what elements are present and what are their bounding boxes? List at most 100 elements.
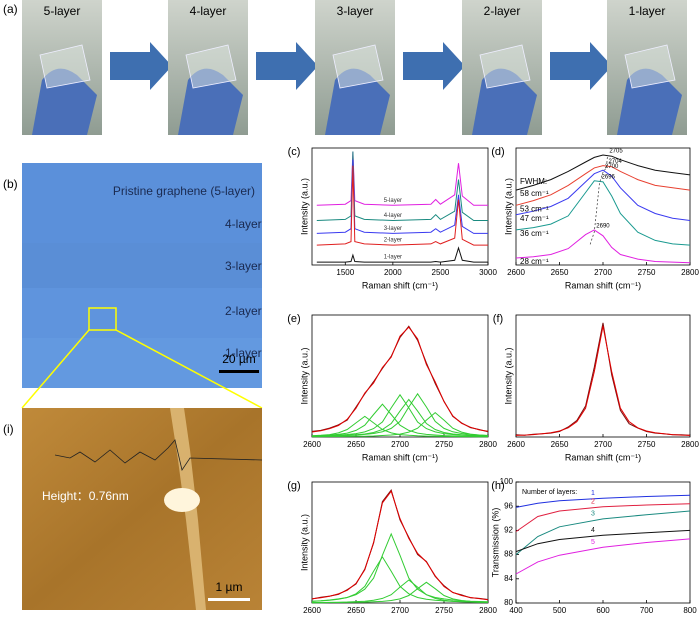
x-tick-label: 2600 bbox=[303, 606, 321, 615]
x-tick-label: 1500 bbox=[336, 268, 354, 277]
x-tick-label: 2700 bbox=[391, 440, 409, 449]
graphene-film bbox=[479, 44, 531, 89]
series-line bbox=[311, 490, 489, 601]
series-line bbox=[515, 180, 691, 246]
x-tick-label: 500 bbox=[553, 606, 567, 615]
peak-trend bbox=[589, 156, 608, 246]
image-title: Pristine graphene (5-layer) bbox=[113, 184, 255, 198]
y-tick-label: 100 bbox=[500, 477, 514, 486]
x-tick-label: 2750 bbox=[435, 606, 453, 615]
photo-label: 2-layer bbox=[484, 4, 521, 18]
graphene-film bbox=[332, 44, 384, 89]
series-line bbox=[515, 510, 691, 555]
arrow bbox=[550, 42, 612, 90]
x-tick-label: 2750 bbox=[435, 440, 453, 449]
peak-label: 2690 bbox=[596, 223, 610, 229]
arrow bbox=[110, 42, 172, 90]
series-label: 4-layer bbox=[384, 213, 402, 219]
scale-bar bbox=[208, 598, 250, 601]
panel-label: (i) bbox=[3, 422, 14, 436]
layer-label: 4-layer bbox=[225, 217, 262, 231]
series-line bbox=[515, 503, 691, 533]
afm-image bbox=[22, 408, 262, 610]
image-band bbox=[22, 243, 262, 288]
x-tick-label: 2500 bbox=[432, 268, 450, 277]
x-tick-label: 3000 bbox=[479, 268, 497, 277]
x-tick-label: 600 bbox=[596, 606, 610, 615]
image-band bbox=[22, 288, 262, 338]
series-line bbox=[515, 165, 691, 206]
x-axis-label: Raman shift (cm⁻¹) bbox=[565, 280, 641, 290]
x-tick-label: 2800 bbox=[681, 440, 699, 449]
y-axis-label: Intensity (a.u.) bbox=[503, 347, 513, 404]
fwhm-label: 58 cm⁻¹ bbox=[520, 189, 549, 198]
scale-bar bbox=[219, 370, 259, 373]
zoom-line bbox=[21, 329, 90, 409]
x-tick-label: 2650 bbox=[551, 440, 569, 449]
x-axis-label: Raman shift (cm⁻¹) bbox=[362, 452, 438, 462]
legend-entry: 2 bbox=[591, 499, 595, 506]
x-tick-label: 2700 bbox=[594, 440, 612, 449]
legend-title: Number of layers: bbox=[522, 489, 577, 496]
legend-entry: 1 bbox=[591, 490, 595, 497]
series-line bbox=[515, 494, 691, 508]
height-profile bbox=[54, 439, 263, 471]
series-line bbox=[311, 403, 489, 437]
x-tick-label: 2800 bbox=[681, 268, 699, 277]
panel-label: (g) bbox=[287, 480, 300, 492]
arrow bbox=[403, 42, 465, 90]
annotation: FWHM: bbox=[520, 177, 547, 186]
y-tick-label: 80 bbox=[504, 598, 513, 607]
series-line bbox=[515, 538, 691, 575]
fwhm-label: 47 cm⁻¹ bbox=[520, 214, 549, 223]
fwhm-label: 53 cm⁻¹ bbox=[520, 204, 549, 213]
legend-entry: 3 bbox=[591, 511, 595, 518]
peak-label: 2700 bbox=[605, 164, 619, 170]
scale-label: 1 µm bbox=[216, 580, 243, 594]
layer-label: 2-layer bbox=[225, 304, 262, 318]
photo-label: 5-layer bbox=[44, 4, 81, 18]
x-tick-label: 2600 bbox=[507, 440, 525, 449]
x-tick-label: 800 bbox=[683, 606, 697, 615]
plot-frame bbox=[311, 314, 489, 438]
x-tick-label: 2750 bbox=[638, 440, 656, 449]
series-line bbox=[312, 411, 489, 438]
y-tick-label: 92 bbox=[504, 526, 513, 535]
x-tick-label: 2800 bbox=[479, 606, 497, 615]
plot-frame bbox=[515, 314, 691, 438]
afm-particle bbox=[164, 488, 200, 512]
layer-label: 3-layer bbox=[225, 259, 262, 273]
fwhm-label: 36 cm⁻¹ bbox=[520, 229, 549, 238]
layer-label: 1-layer bbox=[225, 346, 262, 360]
panel-label: (e) bbox=[287, 313, 300, 325]
fwhm-label: 28 cm⁻¹ bbox=[520, 257, 549, 266]
x-tick-label: 2700 bbox=[594, 268, 612, 277]
series-line bbox=[515, 326, 691, 436]
y-axis-label: Intensity (a.u.) bbox=[299, 347, 309, 404]
graphene-film bbox=[185, 44, 237, 89]
series-line bbox=[515, 154, 691, 191]
x-tick-label: 2600 bbox=[303, 440, 321, 449]
legend-entry: 5 bbox=[591, 539, 595, 546]
graphene-film bbox=[39, 44, 91, 89]
x-axis-label: Raman shift (cm⁻¹) bbox=[362, 280, 438, 290]
peak-label: 2705 bbox=[609, 149, 623, 155]
legend-entry: 4 bbox=[591, 527, 595, 534]
x-tick-label: 2700 bbox=[391, 606, 409, 615]
y-axis-label: Intensity (a.u.) bbox=[299, 514, 309, 571]
panel-label: (d) bbox=[491, 146, 504, 158]
x-tick-label: 400 bbox=[509, 606, 523, 615]
zoom-box bbox=[88, 307, 117, 331]
x-axis-label: Raman shift (cm⁻¹) bbox=[565, 452, 641, 462]
series-line bbox=[515, 229, 691, 264]
scale-label: 20 µm bbox=[222, 352, 256, 366]
series-line bbox=[316, 165, 488, 246]
y-axis-label: Intensity (a.u.) bbox=[299, 178, 309, 235]
panel-label: (b) bbox=[3, 177, 18, 191]
x-tick-label: 2650 bbox=[347, 606, 365, 615]
series-label: 5-layer bbox=[384, 198, 402, 204]
plot-frame bbox=[311, 481, 489, 604]
plot-frame bbox=[515, 147, 691, 266]
peak-label: 2704 bbox=[608, 159, 622, 165]
panel-label: (c) bbox=[288, 146, 301, 158]
